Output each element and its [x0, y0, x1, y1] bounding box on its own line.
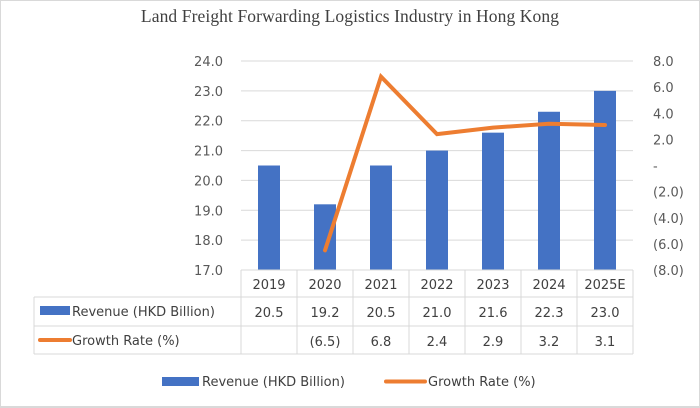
category-label: 2024: [532, 278, 565, 293]
category-label: 2021: [364, 278, 397, 293]
left-tick-label: 18.0: [194, 234, 223, 249]
bar-2025E: [594, 90, 616, 270]
left-tick-label: 17.0: [194, 264, 223, 279]
bar-2023: [482, 132, 504, 270]
category-label: 2022: [420, 278, 453, 293]
revenue-value: 23.0: [591, 306, 620, 321]
data-table: 2019 2020 2021 2022 2023 2024 2025E Revenue (HK…: [33, 269, 634, 355]
legend-swatch-revenue: [162, 377, 199, 386]
right-tick-label: 4.0: [653, 107, 674, 122]
growth-rate-line: [323, 72, 607, 253]
growth-value: 3.1: [595, 335, 616, 350]
left-tick-label: 19.0: [194, 204, 223, 219]
growth-line-group: [323, 72, 607, 253]
left-axis-ticks: 24.0 23.0 22.0 21.0 20.0 19.0 18.0 17.0: [194, 55, 223, 279]
bar-2020: [314, 204, 336, 270]
category-label: 2019: [252, 278, 285, 293]
right-tick-label: (8.0): [653, 264, 684, 279]
growth-value: 3.2: [539, 335, 560, 350]
right-tick-label: -: [653, 160, 658, 175]
right-tick-label: 8.0: [653, 55, 674, 70]
legend-label-growth: Growth Rate (%): [428, 375, 536, 390]
right-tick-label: 2.0: [653, 133, 674, 148]
table-key-revenue: [40, 306, 70, 315]
right-tick-label: (4.0): [653, 212, 684, 227]
bar-2022: [426, 150, 448, 270]
revenue-bars: [258, 90, 616, 270]
right-tick-label: 6.0: [653, 81, 674, 96]
table-row-label-growth: Growth Rate (%): [72, 334, 180, 349]
revenue-value: 21.6: [479, 306, 508, 321]
growth-value: 2.4: [427, 335, 448, 350]
bar-2019: [258, 165, 280, 270]
growth-value: 6.8: [371, 335, 392, 350]
revenue-value: 20.5: [255, 306, 284, 321]
left-tick-label: 24.0: [194, 55, 223, 70]
growth-value: 2.9: [483, 335, 504, 350]
revenue-value: 22.3: [535, 306, 564, 321]
left-tick-label: 22.0: [194, 115, 223, 130]
growth-value: (6.5): [310, 335, 341, 350]
right-axis-ticks: 8.0 6.0 4.0 2.0 - (2.0) (4.0) (6.0) (8.0): [653, 55, 684, 279]
revenue-value: 20.5: [367, 306, 396, 321]
table-row-label-revenue: Revenue (HKD Billion): [72, 305, 215, 320]
category-label: 2023: [476, 278, 509, 293]
right-tick-label: (2.0): [653, 186, 684, 201]
bar-2024: [538, 111, 560, 270]
left-tick-label: 21.0: [194, 145, 223, 160]
revenue-value: 19.2: [311, 306, 340, 321]
category-label: 2020: [308, 278, 341, 293]
legend: Revenue (HKD Billion) Growth Rate (%): [162, 375, 536, 390]
chart-title: Land Freight Forwarding Logistics Indust…: [140, 6, 560, 26]
category-label: 2025E: [584, 278, 625, 293]
legend-label-revenue: Revenue (HKD Billion): [202, 375, 345, 390]
right-tick-label: (6.0): [653, 238, 684, 253]
left-tick-label: 20.0: [194, 174, 223, 189]
revenue-value: 21.0: [423, 306, 452, 321]
left-tick-label: 23.0: [194, 85, 223, 100]
bar-2021: [370, 165, 392, 270]
